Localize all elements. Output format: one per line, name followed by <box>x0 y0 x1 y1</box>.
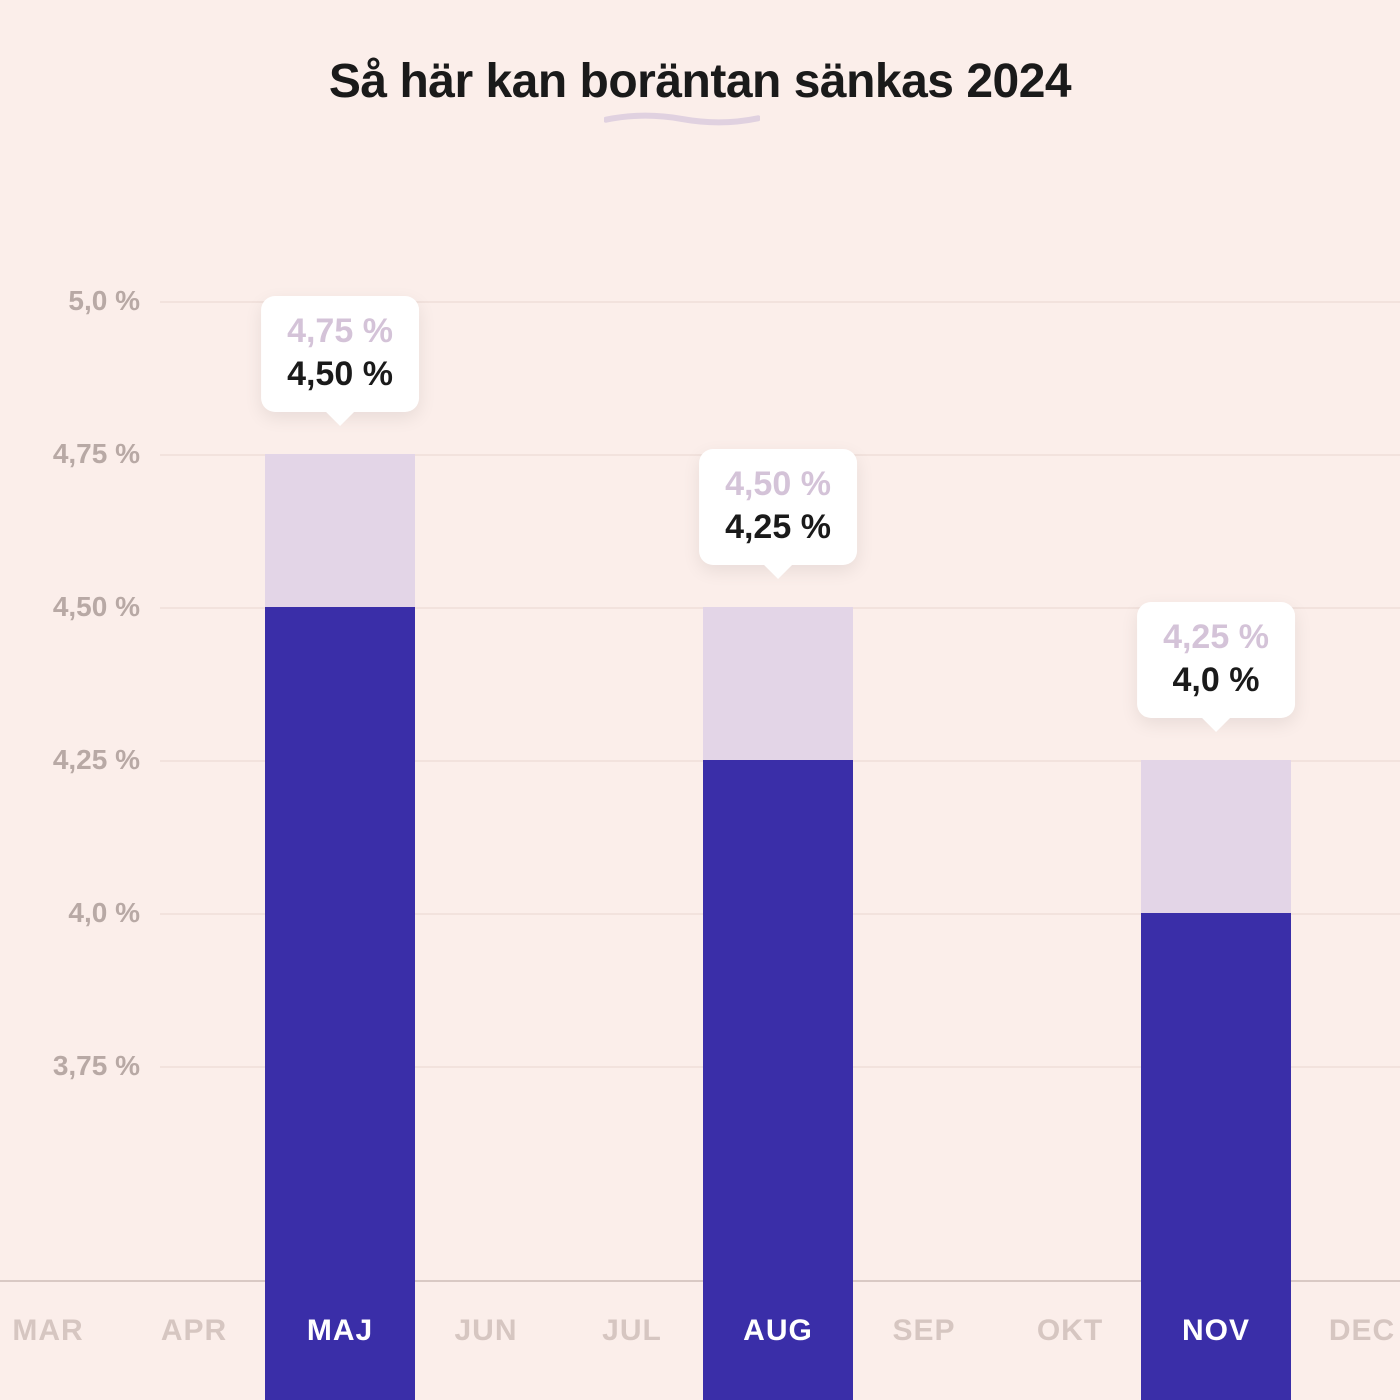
x-axis-label-active: NOV <box>1182 1314 1250 1348</box>
x-axis-label: JUN <box>454 1314 517 1348</box>
x-axis-label-active: MAJ <box>307 1314 373 1348</box>
chart-canvas: Så här kan boräntan sänkas 2024 3,75 % 4,0… <box>0 0 1400 1400</box>
x-axis-label: APR <box>161 1314 227 1348</box>
y-axis-label: 3,75 % <box>30 1050 140 1082</box>
y-axis-label: 4,0 % <box>30 897 140 929</box>
y-axis-label: 4,50 % <box>30 591 140 623</box>
tooltip-new-value: 4,25 % <box>725 508 831 547</box>
y-axis-label: 4,75 % <box>30 438 140 470</box>
tooltip-prev-value: 4,25 % <box>1163 618 1269 657</box>
x-axis-label: DEC <box>1329 1314 1395 1348</box>
tooltip-prev-value: 4,50 % <box>725 465 831 504</box>
y-axis-label: 4,25 % <box>30 744 140 776</box>
bar-front <box>703 760 853 1400</box>
tooltip-new-value: 4,0 % <box>1163 661 1269 700</box>
title-underline <box>604 112 760 126</box>
x-axis-label-active: AUG <box>743 1314 813 1348</box>
chart-title: Så här kan boräntan sänkas 2024 <box>0 54 1400 109</box>
y-axis-label: 5,0 % <box>30 285 140 317</box>
x-axis-label: SEP <box>892 1314 955 1348</box>
bar-front <box>265 607 415 1400</box>
bar-tooltip: 4,25 % 4,0 % <box>1137 602 1295 718</box>
x-axis-label: MAR <box>12 1314 83 1348</box>
tooltip-prev-value: 4,75 % <box>287 312 393 351</box>
bar-tooltip: 4,75 % 4,50 % <box>261 296 419 412</box>
x-axis-label: JUL <box>602 1314 662 1348</box>
x-axis-label: OKT <box>1037 1314 1103 1348</box>
tooltip-new-value: 4,50 % <box>287 355 393 394</box>
bar-tooltip: 4,50 % 4,25 % <box>699 449 857 565</box>
